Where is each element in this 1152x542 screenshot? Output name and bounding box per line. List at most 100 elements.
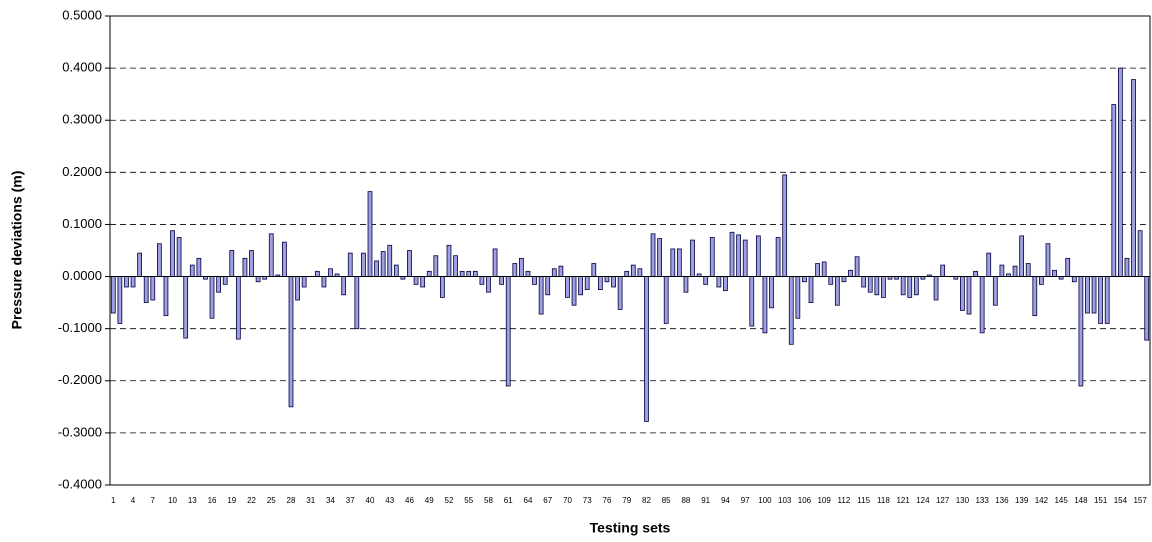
y-tick-label: -0.1000 <box>58 320 102 335</box>
bar <box>861 276 867 288</box>
bar <box>209 276 215 319</box>
x-tick-label: 31 <box>306 496 315 505</box>
bar <box>222 276 228 285</box>
y-tick-label: 0.2000 <box>62 164 102 179</box>
y-tick-label: -0.4000 <box>58 476 102 491</box>
bar <box>808 276 814 304</box>
bar <box>235 276 241 340</box>
bar <box>189 264 195 277</box>
bar <box>1118 67 1123 277</box>
bar <box>538 276 544 315</box>
bar <box>492 248 498 277</box>
x-tick-label: 127 <box>936 496 950 505</box>
bar <box>1065 257 1071 277</box>
bar <box>150 276 156 301</box>
bar <box>874 276 880 296</box>
bar <box>347 252 353 277</box>
bar <box>821 261 827 277</box>
bar <box>709 237 715 277</box>
bar <box>782 174 788 277</box>
x-axis-title: Testing sets <box>590 520 671 536</box>
bar <box>446 244 452 277</box>
x-tick-label: 151 <box>1094 496 1108 505</box>
bar <box>440 276 445 298</box>
bar <box>453 255 458 277</box>
x-tick-label: 1 <box>111 496 116 505</box>
x-tick-label: 121 <box>896 496 910 505</box>
x-tick-label: 58 <box>484 496 493 505</box>
bar <box>657 238 662 277</box>
bar <box>183 276 189 339</box>
x-tick-label: 37 <box>346 496 355 505</box>
x-tick-label: 25 <box>267 496 276 505</box>
x-tick-label: 148 <box>1074 496 1088 505</box>
bar <box>1019 235 1025 277</box>
bar <box>973 270 978 277</box>
bar <box>295 276 300 301</box>
bar <box>367 191 373 277</box>
bar <box>795 276 801 319</box>
x-tick-label: 100 <box>758 496 772 505</box>
x-tick-label: 28 <box>287 496 296 505</box>
bar <box>551 268 557 277</box>
plot-area <box>109 15 1151 486</box>
bar <box>282 241 287 277</box>
x-tick-label: 34 <box>326 496 335 505</box>
bar <box>736 234 741 277</box>
bar <box>393 264 399 277</box>
bar <box>354 276 360 330</box>
bar <box>143 276 149 304</box>
x-tick-label: 82 <box>642 496 651 505</box>
x-tick-label: 112 <box>838 496 851 505</box>
x-tick-label: 70 <box>563 496 572 505</box>
x-tick-label: 139 <box>1015 496 1029 505</box>
bar <box>670 248 676 277</box>
y-tick-label: -0.3000 <box>58 424 102 439</box>
x-tick-label: 16 <box>208 496 217 505</box>
bar <box>525 270 531 277</box>
bar <box>407 250 412 277</box>
bar <box>558 265 564 277</box>
bar <box>913 276 919 296</box>
bar <box>578 276 584 296</box>
bar <box>650 233 656 277</box>
x-tick-label: 142 <box>1035 496 1049 505</box>
bar <box>940 264 946 277</box>
y-axis-title: Pressure deviations (m) <box>9 171 25 330</box>
y-tick-label: 0.5000 <box>62 7 102 22</box>
x-tick-label: 7 <box>151 496 156 505</box>
bar <box>1098 276 1104 324</box>
bar <box>881 276 886 298</box>
bar <box>1078 276 1084 387</box>
x-tick-label: 88 <box>681 496 690 505</box>
bar <box>775 237 781 277</box>
bar <box>1025 263 1031 277</box>
bar <box>176 237 182 277</box>
bar <box>229 250 235 277</box>
bar <box>1091 276 1097 314</box>
bar <box>986 252 992 277</box>
bar <box>1111 104 1117 277</box>
bar <box>328 268 333 277</box>
x-tick-label: 61 <box>504 496 513 505</box>
bar <box>321 276 327 288</box>
bar <box>900 276 906 296</box>
x-tick-label: 109 <box>817 496 831 505</box>
x-tick-label: 55 <box>464 496 473 505</box>
bar <box>611 276 616 288</box>
bar <box>1085 276 1090 314</box>
bar <box>130 276 136 288</box>
bar <box>545 276 551 296</box>
x-tick-label: 133 <box>975 496 989 505</box>
y-tick-label: 0.4000 <box>62 60 102 75</box>
x-tick-label: 124 <box>916 496 930 505</box>
x-tick-label: 49 <box>425 496 434 505</box>
x-tick-label: 52 <box>445 496 454 505</box>
bar <box>676 248 682 277</box>
bar <box>802 276 807 283</box>
y-tick-label: -0.2000 <box>58 372 102 387</box>
x-tick-label: 73 <box>583 496 592 505</box>
bar <box>933 276 939 301</box>
bar <box>960 276 965 311</box>
